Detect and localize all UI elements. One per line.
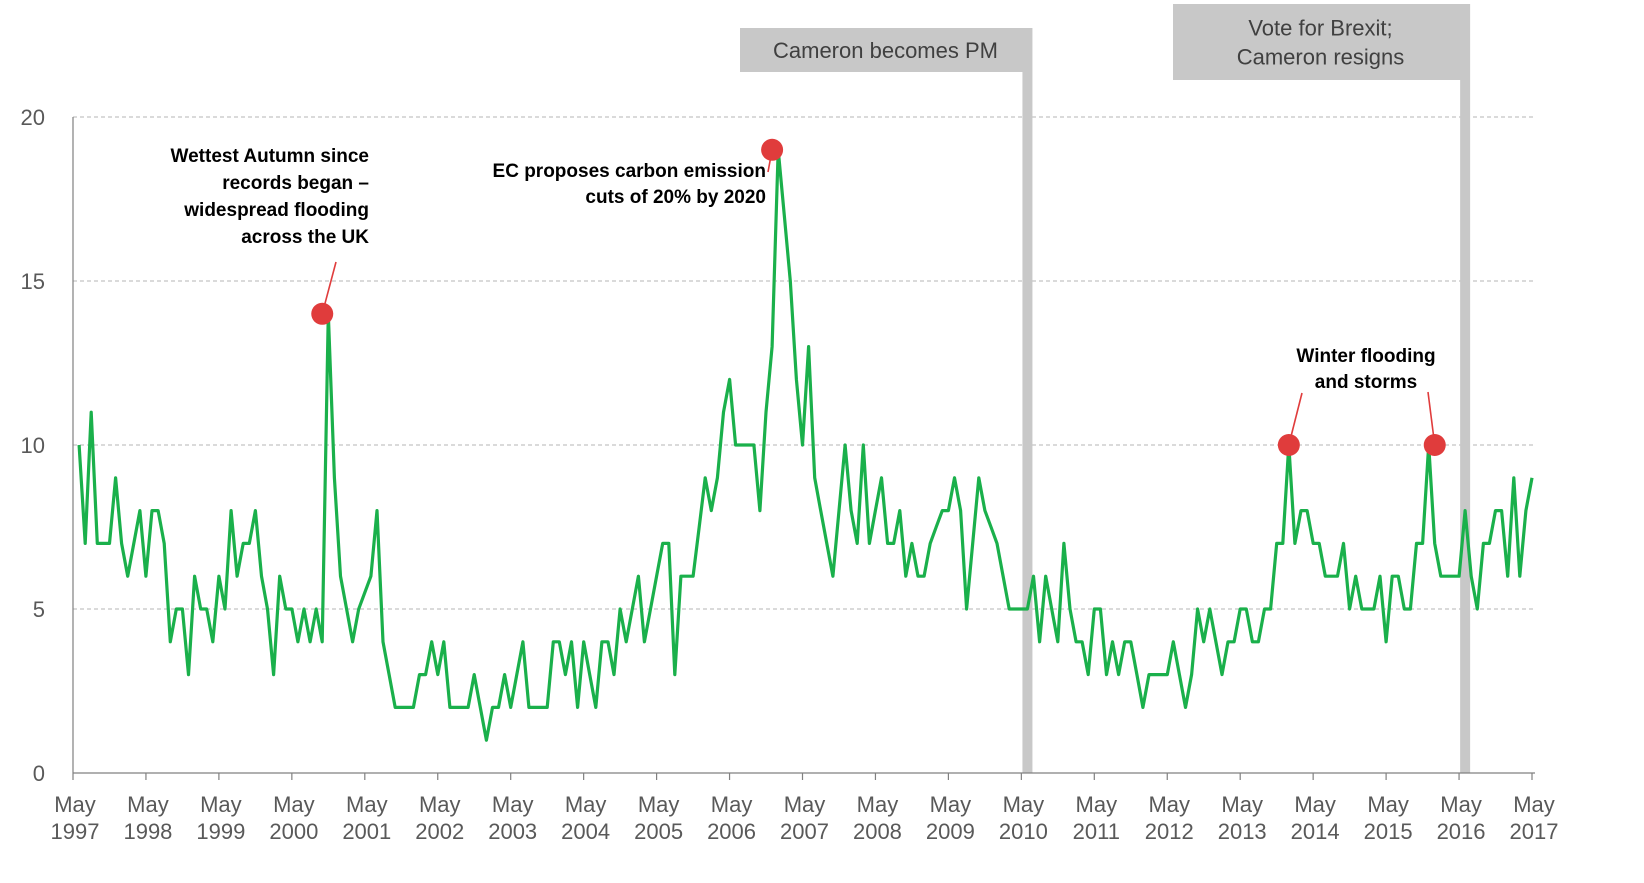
event-label: Vote for Brexit; xyxy=(1248,16,1392,41)
x-tick-label-year: 2000 xyxy=(269,819,318,844)
series xyxy=(77,148,1534,742)
x-tick-label-year: 2001 xyxy=(342,819,391,844)
event-label-box xyxy=(1173,4,1468,80)
annotation-marker xyxy=(761,138,784,161)
x-tick-label-month: May xyxy=(1440,792,1482,817)
x-tick-label-year: 2015 xyxy=(1364,819,1413,844)
annotation-marker xyxy=(311,302,334,325)
axes: 05101520May1997May1998May1999May2000May2… xyxy=(21,105,1559,844)
annotation-text: widespread flooding xyxy=(183,200,369,221)
x-tick-label-month: May xyxy=(1367,792,1409,817)
x-tick-label-year: 2008 xyxy=(853,819,902,844)
x-tick-label-month: May xyxy=(638,792,680,817)
x-tick-label-year: 2016 xyxy=(1437,819,1486,844)
y-tick-label: 0 xyxy=(33,761,45,786)
x-tick-label-month: May xyxy=(565,792,607,817)
x-tick-label-year: 2002 xyxy=(415,819,464,844)
x-tick-label-month: May xyxy=(1294,792,1336,817)
x-tick-label-year: 2004 xyxy=(561,819,610,844)
x-tick-label-month: May xyxy=(419,792,461,817)
x-tick-label-year: 2003 xyxy=(488,819,537,844)
x-tick-label-month: May xyxy=(54,792,96,817)
x-tick-label-year: 2014 xyxy=(1291,819,1340,844)
x-tick-label-month: May xyxy=(1221,792,1263,817)
event-label: Cameron resigns xyxy=(1237,45,1405,70)
x-tick-label-month: May xyxy=(1513,792,1555,817)
y-tick-label: 20 xyxy=(21,105,45,130)
annotation-text: across the UK xyxy=(241,227,369,248)
x-tick-label-month: May xyxy=(1076,792,1118,817)
y-tick-label: 15 xyxy=(21,269,45,294)
y-tick-label: 5 xyxy=(33,597,45,622)
x-tick-label-year: 2006 xyxy=(707,819,756,844)
x-tick-label-year: 2013 xyxy=(1218,819,1267,844)
annotation-text: Wettest Autumn since xyxy=(171,146,369,167)
x-tick-label-year: 1998 xyxy=(123,819,172,844)
x-tick-label-year: 1997 xyxy=(51,819,100,844)
x-tick-label-month: May xyxy=(711,792,753,817)
annotation-text: EC proposes carbon emission xyxy=(493,161,766,182)
x-tick-label-year: 1999 xyxy=(196,819,245,844)
x-tick-label-year: 2007 xyxy=(780,819,829,844)
annotation-text: cuts of 20% by 2020 xyxy=(585,187,766,208)
event-markers: Cameron becomes PM Vote for Brexit; Camero… xyxy=(740,4,1471,773)
x-tick-label-month: May xyxy=(930,792,972,817)
annotation-marker xyxy=(1423,434,1446,456)
annotations: Wettest Autumn since records began – wides… xyxy=(171,138,1446,456)
x-tick-label-year: 2017 xyxy=(1510,819,1559,844)
x-tick-label-year: 2011 xyxy=(1073,819,1120,844)
y-tick-label: 10 xyxy=(21,433,45,458)
annotation-text: Winter flooding xyxy=(1296,346,1435,367)
x-tick-label-month: May xyxy=(273,792,315,817)
event-bar xyxy=(1022,28,1033,773)
series-line xyxy=(77,148,1534,742)
x-tick-label-month: May xyxy=(857,792,899,817)
x-tick-label-year: 2005 xyxy=(634,819,683,844)
event-bar xyxy=(1460,4,1471,773)
x-tick-label-month: May xyxy=(1003,792,1045,817)
annotation-text: records began – xyxy=(222,173,369,194)
x-tick-label-year: 2009 xyxy=(926,819,975,844)
event-label: Cameron becomes PM xyxy=(773,38,998,63)
annotation-text: and storms xyxy=(1315,372,1417,393)
x-tick-label-month: May xyxy=(1148,792,1190,817)
x-tick-label-month: May xyxy=(492,792,534,817)
x-tick-label-month: May xyxy=(346,792,388,817)
x-tick-label-month: May xyxy=(784,792,826,817)
event-label-box xyxy=(740,28,1031,72)
x-tick-label-month: May xyxy=(200,792,242,817)
x-tick-label-year: 2010 xyxy=(999,819,1048,844)
annotation-marker xyxy=(1277,434,1300,456)
x-tick-label-month: May xyxy=(127,792,169,817)
x-tick-label-year: 2012 xyxy=(1145,819,1194,844)
